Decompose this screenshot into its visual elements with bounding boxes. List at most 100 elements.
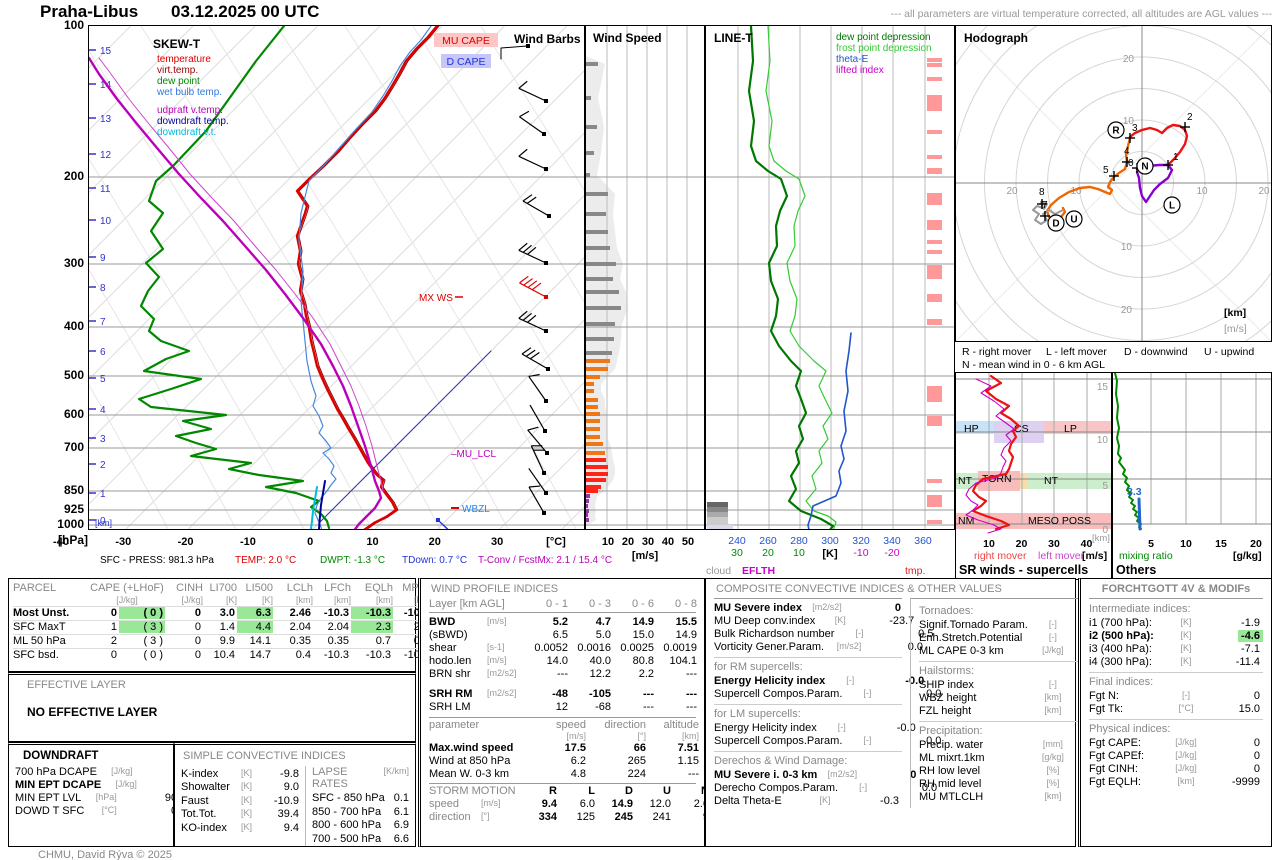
km-tick: 0	[100, 516, 106, 527]
wp-value: 2.2	[638, 668, 654, 680]
linet-legend-item: theta-E	[836, 54, 869, 65]
value-unit: [%]	[1046, 778, 1060, 788]
lapse-row: 850 - 700 hPa 6.1	[312, 806, 409, 818]
value-unit: [J/kg]	[1175, 750, 1197, 760]
others-xtick: 15	[1215, 538, 1227, 550]
height-marker: 8	[1039, 187, 1045, 198]
value-unit: [-]	[863, 735, 872, 745]
parcel-row-name: ML 50 hPa	[13, 634, 89, 647]
value-cell: -11.4	[1211, 656, 1263, 668]
value-unit: [J/kg]	[1042, 645, 1064, 655]
sr-winds-panel: HP CS LP NT TORN NT NM MESO POSS 15 10 5 0 [km] 10 20 3…	[955, 372, 1113, 580]
wp-value: 4.7	[595, 616, 611, 628]
index-value: 9.4	[283, 821, 299, 834]
parcel-cell: -10.3	[313, 648, 351, 661]
simple-row: Showalter [K] 9.0	[181, 781, 299, 793]
parcel-cell: 0.35	[273, 634, 313, 647]
legend-item: wet bulb temp.	[156, 87, 222, 98]
composite-row: Delta Theta-E [K] -0.3	[714, 795, 902, 807]
wind-speed-bar	[586, 485, 601, 489]
cloud-block	[707, 512, 728, 517]
composite-title: COMPOSITE CONVECTIVE INDICES & OTHER VAL…	[716, 583, 1002, 595]
value-label: Bulk Richardson number	[714, 628, 835, 640]
ring-label: 20	[1258, 186, 1270, 197]
value-cell: -9999	[1211, 776, 1263, 788]
parcel-cell: 9.9	[203, 634, 237, 647]
value-label: Delta Theta-E	[714, 795, 782, 807]
wp-value: -68	[595, 701, 611, 713]
linet-legend-item: lifted index	[836, 65, 884, 76]
value-label: Energy Helicity index	[714, 675, 826, 687]
wind-speed-bar	[586, 513, 588, 517]
sr-ytick: 15	[1097, 382, 1109, 393]
parcel-cell: 2.04	[313, 620, 351, 633]
km-tick: 10	[100, 216, 112, 227]
value-unit: [J/kg]	[1175, 737, 1197, 747]
windprofile-row: SRH LM 12 -68 --- ---	[429, 701, 697, 713]
trace-dew-point	[137, 24, 331, 530]
wp-value: ---	[686, 701, 697, 713]
wind-speed-bar	[586, 458, 606, 462]
value-unit: [J/kg]	[1175, 763, 1197, 773]
downdraft-row: 700 hPa DCAPE[J/kg]115	[15, 766, 199, 778]
value-text: -11.4	[1235, 656, 1260, 668]
skewt-title: SKEW-T	[153, 37, 201, 51]
parcel-header: PARCEL	[13, 582, 57, 594]
value-label: Signif.Tornado Param.	[919, 619, 1028, 631]
group-title: for RM supercells:	[714, 657, 902, 673]
ws-tick: 20	[621, 536, 635, 548]
temp-inversion-tick	[927, 95, 942, 111]
mixing-ratio-trace	[1114, 372, 1142, 530]
group-title: Hailstorms:	[919, 661, 1130, 677]
value-unit: [K]	[1180, 630, 1192, 640]
sounding-datetime: 03.12.2025 00 UTC	[170, 2, 320, 21]
wind-speed-bar	[586, 173, 590, 177]
wp-label: BRN shr	[429, 668, 471, 680]
value-cell: 0	[1211, 737, 1263, 749]
eflth-label: EFLTH	[742, 565, 776, 577]
wp-value: -48	[552, 688, 568, 700]
parcel-cell: ( 3 )	[119, 634, 165, 647]
value-label: Fgt CAPE:	[1089, 737, 1141, 749]
simple-indices-box: SIMPLE CONVECTIVE INDICES K-index [K] -9.8 S…	[174, 742, 416, 847]
composite-row: MU Severe index [m2/s2] 0	[714, 602, 902, 614]
value-unit: [km]	[1044, 705, 1062, 715]
trace-temperature	[295, 24, 439, 555]
value-label: Fgt N:	[1089, 690, 1119, 702]
layer-col: 0 - 6	[631, 598, 654, 610]
parcel-row-name: Most Unst.	[13, 606, 89, 619]
forchtgott-row: Fgt EQLH: [km] -9999	[1089, 776, 1263, 788]
hodo-legend-item: R - right mover	[962, 346, 1032, 358]
lapse-header: LAPSE RATES [K/km]	[312, 766, 409, 790]
value-unit: [-]	[1048, 619, 1057, 629]
wp-value: 15.5	[675, 616, 697, 628]
wind-speed-bar	[586, 451, 605, 455]
composite-box: COMPOSITE CONVECTIVE INDICES & OTHER VAL…	[705, 578, 1130, 847]
value-label: MU Severe i. 0-3 km	[714, 769, 818, 781]
wp-label: hodo.len	[429, 655, 472, 667]
height-marker: 2	[1187, 112, 1193, 123]
wind-speed-bar	[586, 351, 612, 355]
parcel-header: LI500	[245, 582, 273, 594]
value-text: 0	[910, 769, 917, 781]
wind-speed-bar	[586, 322, 615, 326]
temp-tick: 30	[490, 536, 504, 548]
value-cell: -23.7	[865, 615, 917, 627]
value-unit: [mm]	[1042, 739, 1063, 749]
layer-col: 0 - 3	[588, 598, 611, 610]
composite-row: Supercell Compos.Param. [-] 0.0	[714, 735, 941, 747]
simple-columns: K-index [K] -9.8 Showalter [K] 9.0 Faust [K] -10…	[181, 766, 409, 846]
index-label: Tot.Tot.	[181, 808, 217, 820]
lapse-row: SFC - 850 hPa 0.1	[312, 792, 409, 804]
parcel-cell: 10.4	[203, 648, 237, 661]
ws-tick: 40	[661, 536, 675, 548]
group-title: Precipitation:	[919, 721, 1130, 737]
storm-col: D	[625, 785, 633, 797]
mixing-ratio-1km	[1137, 497, 1142, 531]
param-value: 7.51	[677, 742, 699, 754]
km-tick: 6	[100, 347, 106, 358]
lapse-value: 6.1	[393, 805, 409, 818]
windprofile-row: BRN shr [m2/s2] --- 12.2 2.2 ---	[429, 668, 697, 680]
